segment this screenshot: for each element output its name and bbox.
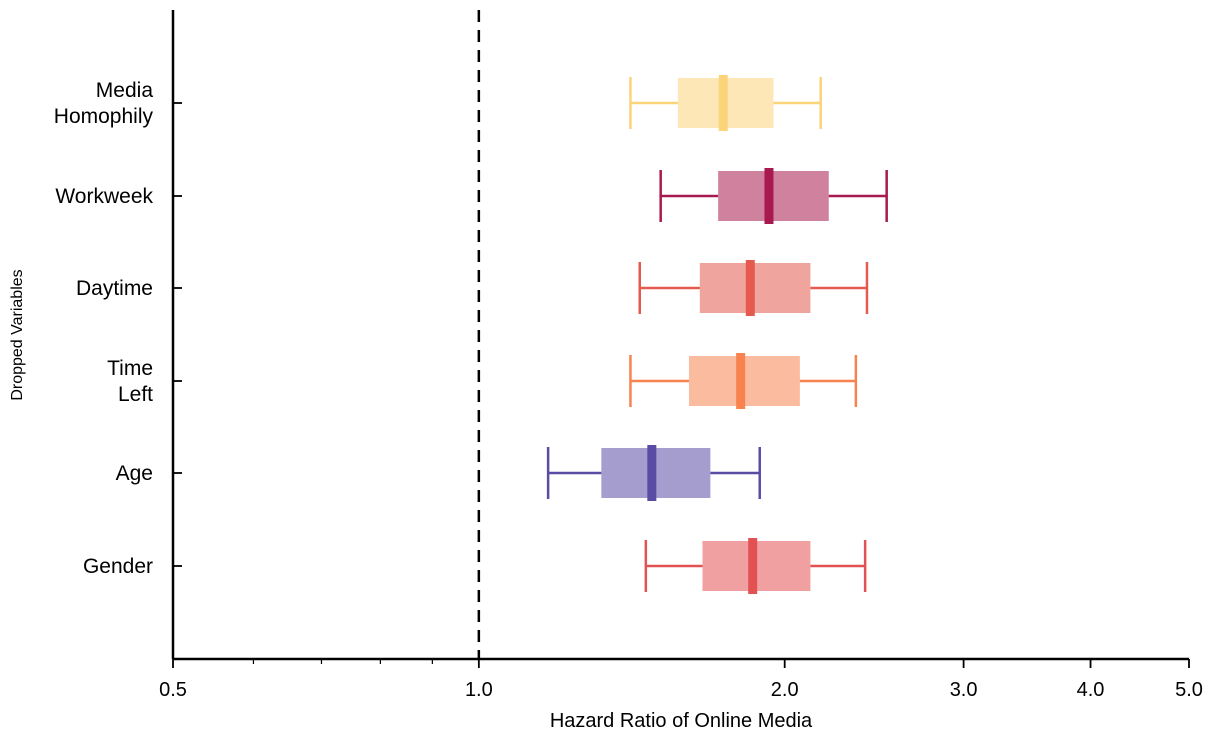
x-tick-label: 0.5 [159, 679, 187, 701]
box-group [638, 260, 869, 316]
x-tick-label: 4.0 [1077, 679, 1105, 701]
box-group [629, 75, 822, 131]
axes: Media Homophily Workweek Daytime Time Left Age… [54, 10, 1203, 701]
plot-area [477, 10, 888, 659]
x-tick-label: 1.0 [465, 679, 493, 701]
median-marker [764, 168, 774, 224]
x-tick-label: 2.0 [771, 679, 799, 701]
category-label: Daytime [76, 277, 153, 300]
median-marker [748, 538, 758, 594]
category-label: Workweek [55, 185, 153, 208]
x-tick-label: 3.0 [950, 679, 978, 701]
median-marker [647, 445, 657, 501]
y-axis-title: Dropped Variables [9, 269, 26, 400]
category-label: Gender [83, 555, 153, 578]
category-label: Age [116, 462, 153, 485]
median-marker [745, 260, 755, 316]
x-tick-label: 5.0 [1175, 679, 1203, 701]
category-label: Time Left [107, 357, 153, 406]
x-axis-title: Hazard Ratio of Online Media [550, 710, 813, 732]
median-marker [718, 75, 728, 131]
box-group [629, 353, 858, 409]
box-iqr [699, 263, 811, 313]
category-label: Media Homophily [54, 79, 154, 128]
box-group [659, 168, 888, 224]
median-marker [736, 353, 746, 409]
box-group [546, 445, 761, 501]
box-group [644, 538, 867, 594]
